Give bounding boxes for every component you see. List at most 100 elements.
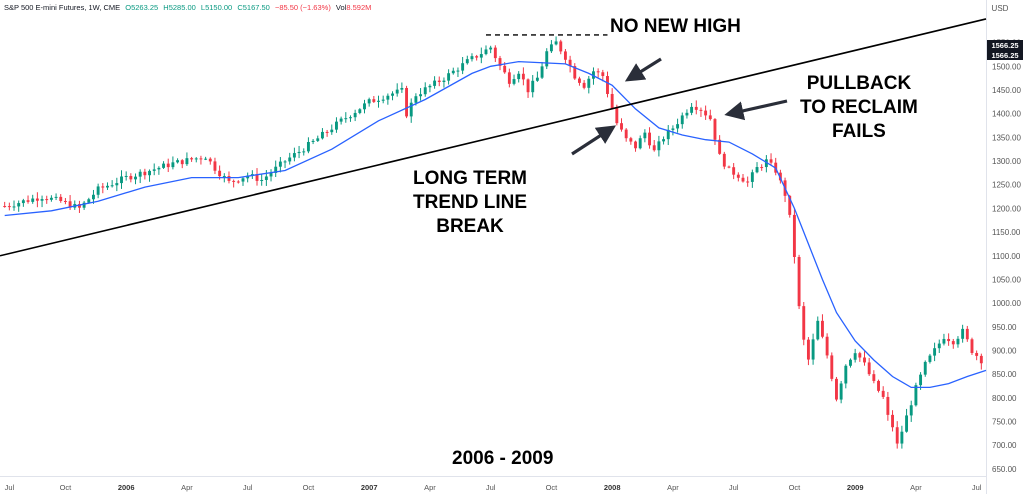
candle-body (190, 158, 194, 160)
candle-body (405, 87, 408, 117)
candle (208, 157, 212, 165)
candle (157, 166, 161, 175)
candle (872, 370, 876, 384)
candle (648, 127, 651, 149)
candle-body (264, 176, 268, 180)
candle-body (106, 185, 109, 188)
candle-body (699, 109, 703, 111)
candle (811, 333, 815, 365)
candle-body (325, 131, 329, 133)
candle-body (881, 390, 885, 397)
no-new-high-annotation: NO NEW HIGH (610, 16, 741, 37)
candle (395, 83, 399, 97)
candle-body (671, 128, 675, 130)
candle (704, 105, 708, 120)
candle (316, 135, 320, 142)
candle (437, 76, 441, 87)
price-tick-label: 1200.00 (992, 204, 1021, 213)
candle-body (166, 163, 170, 168)
candle-body (517, 73, 521, 80)
price-tick-label: 1300.00 (992, 157, 1021, 166)
candle-body (349, 117, 352, 119)
price-tick-label: 1500.00 (992, 62, 1021, 71)
candle (3, 201, 7, 208)
candle (951, 338, 955, 349)
candle (629, 136, 633, 145)
candle (587, 76, 591, 94)
candle-body (386, 95, 390, 100)
candle-body (470, 56, 474, 60)
candle (979, 353, 983, 370)
candle-body (503, 65, 507, 73)
candle-body (283, 161, 287, 163)
candle-body (535, 77, 539, 81)
candle (372, 96, 376, 104)
candle-body (867, 362, 871, 375)
candle (816, 316, 820, 341)
candle (764, 155, 768, 173)
candle (110, 180, 114, 188)
candle (264, 170, 268, 186)
candle-body (306, 141, 310, 152)
candle (886, 391, 890, 421)
candle (166, 158, 170, 173)
candle-body (531, 80, 535, 93)
candle-body (587, 78, 591, 88)
candle-body (601, 72, 605, 77)
candle (662, 136, 666, 145)
candle-body (652, 145, 656, 151)
candle-body (236, 181, 240, 183)
candle (685, 109, 689, 119)
candle (531, 75, 535, 98)
candle-body (227, 176, 231, 181)
candle-body (120, 176, 123, 184)
candle (461, 57, 465, 75)
candle (306, 137, 310, 154)
time-tick-label: 2007 (361, 483, 378, 492)
candle (526, 78, 530, 98)
candle (106, 182, 109, 190)
candle (858, 351, 862, 362)
candle (652, 139, 656, 152)
candle-body (232, 180, 236, 182)
time-tick-label: Jul (729, 483, 739, 492)
candle (563, 49, 567, 64)
candle (7, 202, 11, 211)
candle-body (802, 306, 806, 340)
chart-header: S&P 500 E-mini Futures, 1W, CME O5263.25… (4, 3, 371, 12)
price-tick-label: 800.00 (992, 394, 1017, 403)
candle (246, 172, 250, 183)
candle-body (521, 73, 525, 80)
candle-body (288, 157, 292, 162)
candle-body (92, 194, 95, 200)
price-tick-label: 1100.00 (992, 252, 1021, 261)
candle (260, 173, 264, 186)
candle-body (638, 138, 642, 149)
candle-body (816, 320, 820, 340)
candle (465, 55, 469, 65)
low-value: L5150.00 (200, 3, 233, 12)
time-tick-label: Apr (910, 483, 922, 492)
currency-label: USD (992, 4, 1009, 13)
candle-body (218, 170, 222, 177)
candle (760, 164, 764, 171)
candle (101, 182, 105, 194)
candle-body (274, 166, 278, 173)
candle (489, 45, 493, 54)
candle (120, 170, 123, 189)
price-tick-label: 1400.00 (992, 110, 1021, 119)
candle (568, 55, 572, 73)
candle (255, 168, 259, 186)
volume-value: 8.592M (346, 3, 372, 12)
candle (657, 135, 661, 157)
candle (442, 77, 446, 88)
candle-body (797, 256, 801, 307)
candle-body (246, 175, 250, 179)
candle-body (129, 175, 133, 180)
candle-body (377, 100, 380, 102)
candle-body (21, 200, 25, 204)
candle-body (87, 199, 91, 203)
candle-body (573, 66, 577, 79)
candle (288, 152, 292, 165)
